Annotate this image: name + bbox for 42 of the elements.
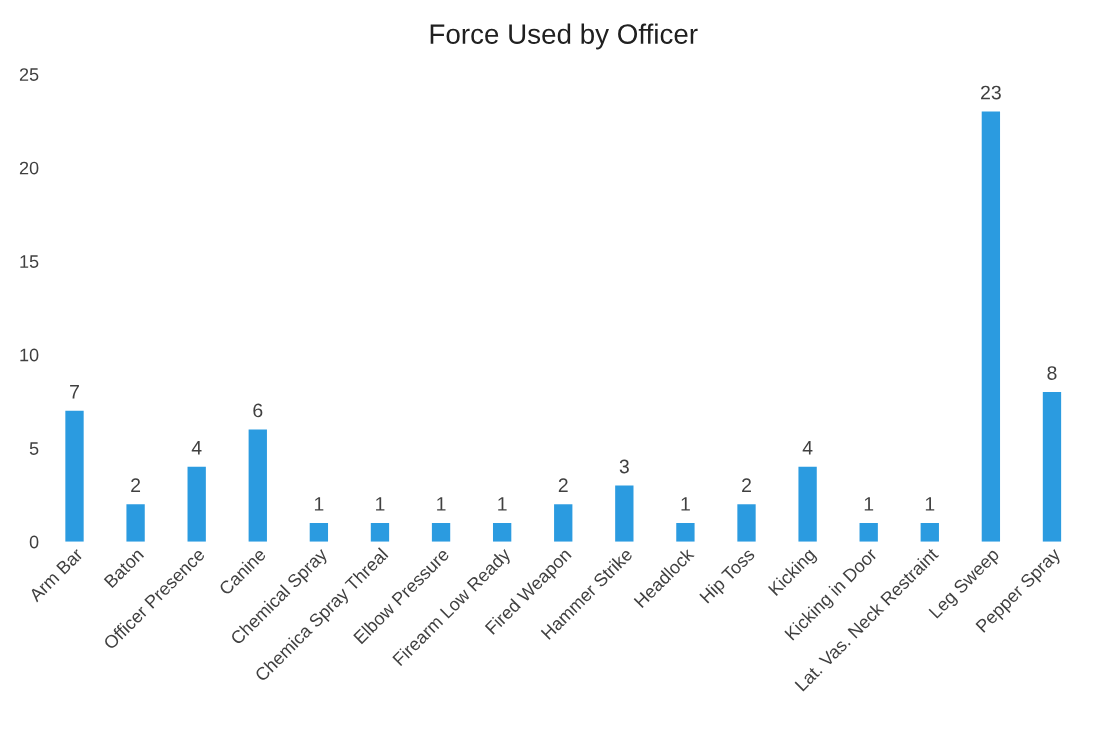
y-tick-label: 25 xyxy=(19,68,39,81)
data-label: 4 xyxy=(802,441,813,455)
bar xyxy=(676,522,695,542)
chart-title: Force Used by Officer xyxy=(430,23,698,50)
data-label: 3 xyxy=(619,459,629,474)
y-tick-label: 0 xyxy=(29,535,39,549)
data-label: 2 xyxy=(131,478,141,492)
bar xyxy=(737,504,756,542)
y-tick-label: 5 xyxy=(29,442,39,455)
data-label: 7 xyxy=(70,385,79,399)
data-label: 6 xyxy=(253,403,263,418)
data-label: 1 xyxy=(925,497,935,511)
bar xyxy=(65,410,84,542)
bar xyxy=(859,522,878,542)
data-label: 1 xyxy=(498,497,507,511)
data-label: 1 xyxy=(681,497,690,511)
y-tick-label: 15 xyxy=(20,255,39,268)
bar xyxy=(1042,392,1062,542)
bar xyxy=(798,466,817,542)
bar xyxy=(309,522,329,542)
bar xyxy=(431,522,451,542)
data-label: 23 xyxy=(981,85,1001,100)
bar xyxy=(370,522,390,542)
data-label: 1 xyxy=(314,497,324,511)
bar xyxy=(492,522,512,542)
data-label: 1 xyxy=(864,497,874,511)
y-tick-label: 10 xyxy=(20,348,39,362)
data-label: 4 xyxy=(191,441,202,455)
bar xyxy=(554,504,573,542)
bar xyxy=(615,485,634,542)
bar xyxy=(126,504,145,542)
y-tick-label: 20 xyxy=(19,161,39,175)
x-tick-label: Hip Toss xyxy=(698,546,758,607)
bar xyxy=(981,111,1001,542)
data-label: 2 xyxy=(558,478,568,492)
data-label: 8 xyxy=(1047,366,1057,380)
data-label: 2 xyxy=(742,478,751,492)
bar xyxy=(920,522,939,542)
bar xyxy=(248,429,267,542)
data-label: 1 xyxy=(376,497,385,511)
bar xyxy=(187,466,206,542)
data-label: 1 xyxy=(437,497,446,511)
